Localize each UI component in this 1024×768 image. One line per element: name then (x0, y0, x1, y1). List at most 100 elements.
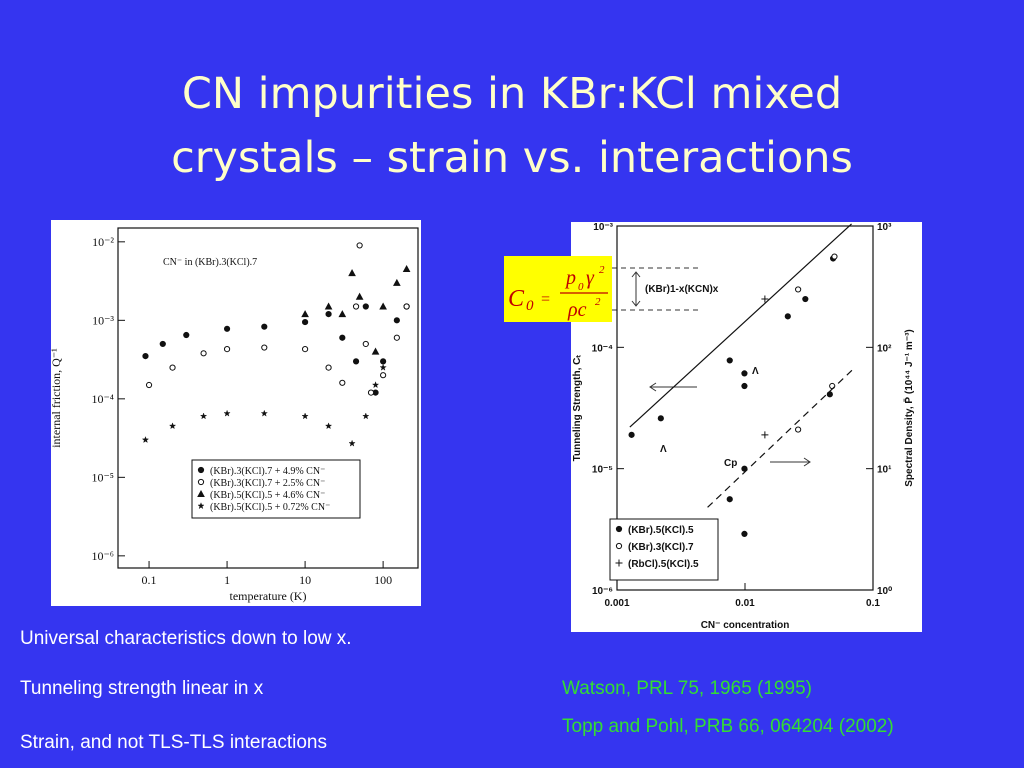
reference: Topp and Pohl, PRB 66, 064204 (2002) (562, 716, 894, 737)
data-point (380, 358, 387, 365)
x-tick-label: 0.1 (142, 573, 157, 587)
legend-label: (KBr).3(KCl).7 + 4.9% CN⁻ (210, 466, 325, 477)
formula-part: γ (586, 267, 595, 289)
data-point (261, 323, 268, 330)
y2-tick-label: 10⁰ (877, 586, 892, 597)
chart: 0.1 1 10 100 10⁻⁶ 10⁻⁵ 10⁻⁴ 10⁻³ 10⁻² temperature… (49, 227, 419, 603)
bullet: Universal characteristics down to low x. (20, 628, 352, 649)
data-point (199, 412, 208, 420)
slide-title: crystals – strain vs. interactions (171, 133, 853, 183)
data-point (324, 422, 333, 430)
data-point (223, 346, 231, 353)
data-point (325, 311, 332, 318)
reference: Watson, PRL 75, 1965 (1995) (562, 678, 812, 699)
legend-label: (RbCl).5(KCl).5 (628, 559, 699, 570)
data-point (741, 370, 748, 377)
formula-part: 0 (526, 298, 534, 314)
data-point (141, 436, 150, 443)
data-point (169, 364, 176, 371)
data-point (657, 415, 664, 422)
legend-label: (KBr).3(KCl).7 (628, 542, 694, 553)
arrow (631, 271, 641, 307)
fit-line (707, 367, 856, 508)
x-tick-label: 0.1 (866, 598, 880, 609)
data-point (371, 347, 380, 355)
x-axis-label: CN⁻ concentration (701, 620, 790, 631)
figure-panel (51, 220, 421, 606)
y-tick-label: 10⁻⁵ (91, 470, 114, 484)
x-tick-label: 0.01 (735, 598, 755, 609)
formula-part: ρc (567, 299, 587, 321)
y-tick-label: 10⁻⁴ (91, 392, 114, 406)
data-point (795, 286, 802, 293)
x-tick-label: 100 (374, 573, 392, 587)
data-point (379, 363, 387, 371)
data-point (726, 357, 733, 364)
data-point (393, 317, 400, 324)
data-point (200, 350, 207, 357)
annotation: (KBr)1-x(KCN)x (645, 284, 719, 295)
data-point (761, 431, 769, 439)
data-point (301, 318, 309, 326)
data-point (348, 269, 356, 277)
data-point (741, 382, 748, 390)
data-point (352, 303, 360, 310)
bullet: Tunneling strength linear in x (20, 678, 264, 699)
data-point (761, 295, 769, 303)
data-point (260, 409, 268, 417)
formula-part: = (540, 291, 551, 308)
formula-part: 0 (578, 281, 584, 293)
data-point (403, 303, 410, 310)
data-point (355, 292, 364, 300)
legend-box (609, 518, 719, 581)
legend-label: (KBr).5(KCl).5 + 0.72% CN⁻ (210, 502, 330, 513)
data-point (379, 302, 387, 310)
data-point (615, 542, 623, 550)
x-tick-label: 1 (224, 573, 230, 587)
chart: 0.001 0.01 0.1 10⁻⁶ 10⁻⁵ 10⁻⁴ 10⁻³ 10⁰ 10¹ 10² 10³… (572, 222, 915, 631)
data-point (726, 496, 733, 503)
data-point (142, 353, 149, 360)
data-point (223, 325, 231, 332)
data-point (784, 313, 791, 320)
legend-box (191, 459, 361, 519)
data-point (393, 334, 400, 341)
x-axis-label: temperature (K) (230, 589, 307, 603)
data-point (348, 439, 356, 447)
formula-part: C (508, 286, 525, 312)
plot-frame (117, 227, 419, 569)
data-point (325, 364, 332, 371)
x-tick-label: 0.001 (604, 598, 629, 609)
y-axis-label: Tunneling Strength, Cₜ (572, 355, 583, 462)
y-tick-label: 10⁻³ (92, 313, 114, 327)
figure-arrows (612, 267, 811, 467)
data-point (741, 465, 748, 472)
data-point (628, 431, 635, 438)
annotation: Λ (660, 444, 667, 455)
fit-line (629, 223, 852, 428)
data-point (159, 340, 166, 348)
y2-tick-label: 10³ (877, 222, 892, 233)
data-point (356, 242, 363, 249)
formula-part: 2 (599, 264, 605, 276)
y-axis-label: internal friction, Q⁻¹ (49, 348, 63, 448)
y-tick-label: 10⁻⁶ (592, 586, 613, 597)
data-point (197, 502, 205, 510)
y2-axis-label: Spectral Density, P̄ (10⁴⁴ J⁻¹ m⁻³) (903, 329, 915, 487)
data-point (168, 422, 177, 430)
formula-part: 2 (595, 296, 601, 308)
data-point (615, 559, 623, 567)
data-point (362, 340, 369, 348)
legend-label: (KBr).3(KCl).7 + 2.5% CN⁻ (210, 478, 325, 489)
slide-title: CN impurities in KBr:KCl mixed (182, 69, 842, 119)
legend-label: (KBr).5(KCl).5 + 4.6% CN⁻ (210, 490, 325, 501)
data-point (802, 295, 809, 303)
data-point (339, 334, 346, 341)
y2-tick-label: 10¹ (877, 465, 892, 476)
data-point (741, 530, 748, 537)
data-point (380, 372, 387, 379)
bullet: Strain, and not TLS-TLS interactions (20, 732, 327, 753)
legend-label: (KBr).5(KCl).5 (628, 525, 694, 536)
data-point (197, 478, 205, 486)
